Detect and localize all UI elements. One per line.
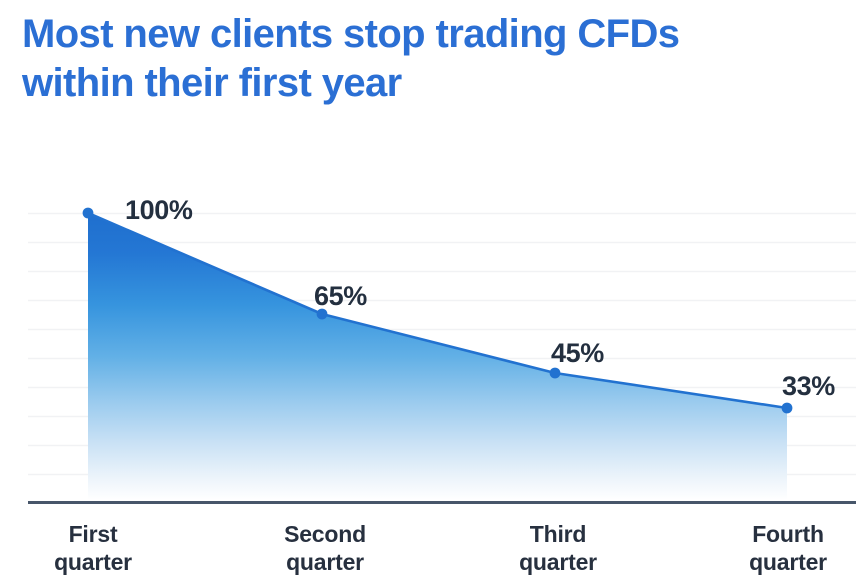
data-label-q4: 33%	[782, 371, 835, 401]
data-point-q3	[549, 367, 561, 379]
data-point-q2	[316, 308, 328, 320]
data-label-q3: 45%	[551, 338, 604, 368]
data-label-q1: 100%	[125, 195, 193, 225]
x-tick-label-q3: Third quarter	[519, 521, 597, 575]
x-tick-label-q1: First quarter	[54, 521, 132, 575]
series-area	[88, 213, 787, 500]
data-point-q4	[781, 402, 793, 414]
series-line	[86, 211, 789, 410]
data-label-q2: 65%	[314, 281, 367, 311]
x-tick-label-q2: Second quarter	[284, 521, 366, 575]
page-title: Most new clients stop trading CFDs withi…	[22, 12, 680, 105]
x-tick-label-q4: Fourth quarter	[749, 521, 827, 575]
series-markers	[82, 207, 793, 414]
data-point-q1	[82, 207, 94, 219]
